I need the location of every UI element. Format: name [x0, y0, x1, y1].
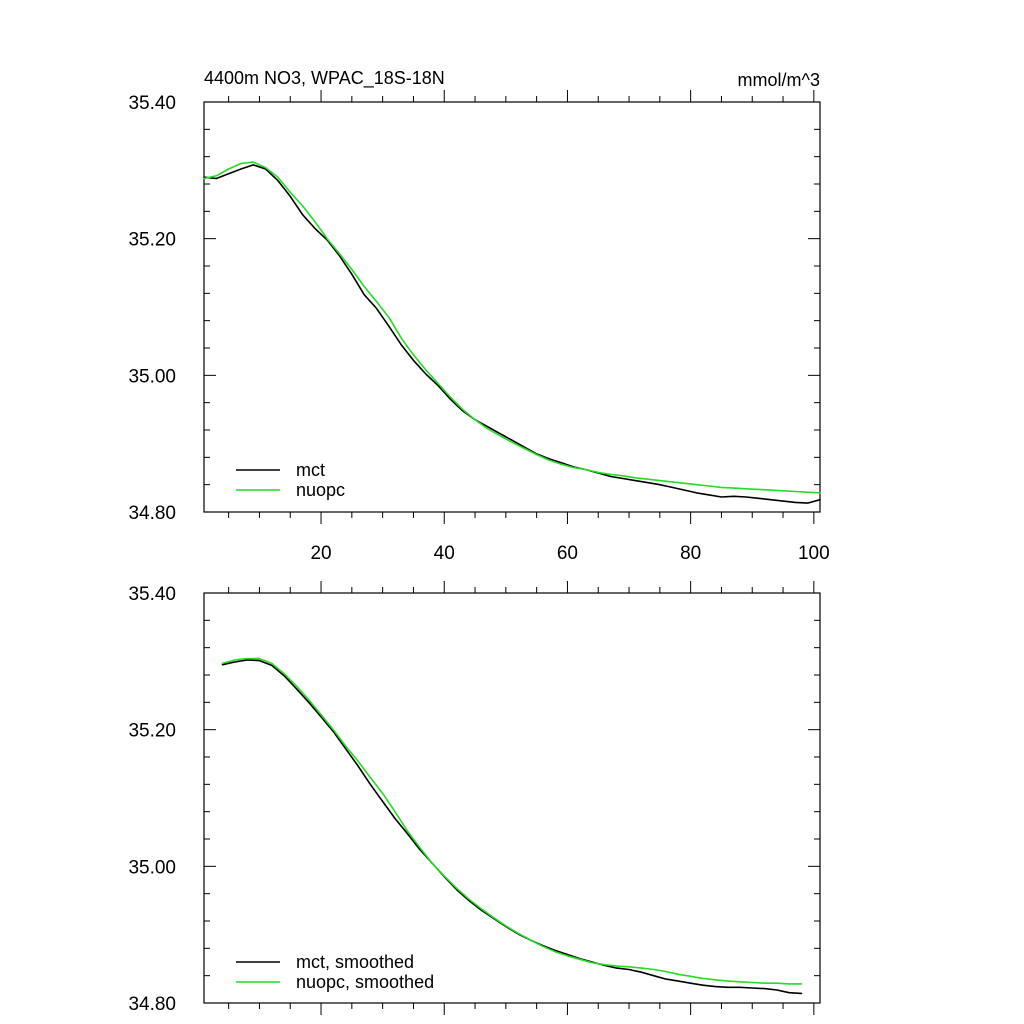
series-line-nuopc-smoothed	[221, 657, 803, 985]
y-tick-label: 35.00	[128, 366, 176, 387]
bottom-panel: 34.80 35.00 35.20 35.40 mct, smoothednuopc, …	[128, 581, 821, 1015]
series-line-nuopc	[203, 161, 821, 494]
legend-label: mct	[296, 460, 325, 480]
units-label: mmol/m^3	[738, 70, 820, 90]
legend-label: nuopc, smoothed	[296, 972, 434, 992]
legend-label: mct, smoothed	[296, 952, 414, 972]
series-line-mct-smoothed	[221, 659, 803, 995]
plot-frame	[203, 592, 821, 1004]
y-tick-label: 35.00	[128, 857, 176, 878]
y-tick-label: 35.20	[128, 721, 176, 742]
chart-title: 4400m NO3, WPAC_18S-18N	[204, 68, 445, 89]
series-line-mct	[203, 164, 821, 504]
y-tick-label: 34.80	[128, 994, 176, 1015]
x-tick-label: 80	[680, 543, 701, 564]
x-tick-label: 60	[557, 543, 578, 564]
y-tick-label: 35.40	[128, 584, 176, 605]
x-tick-label: 100	[798, 543, 830, 564]
legend-label: nuopc	[296, 480, 345, 500]
x-tick-label: 40	[434, 543, 455, 564]
y-tick-label: 35.20	[128, 230, 176, 251]
x-tick-label: 20	[310, 543, 331, 564]
y-tick-label: 35.40	[128, 93, 176, 114]
y-tick-label: 34.80	[128, 503, 176, 524]
plot-frame	[203, 101, 821, 513]
